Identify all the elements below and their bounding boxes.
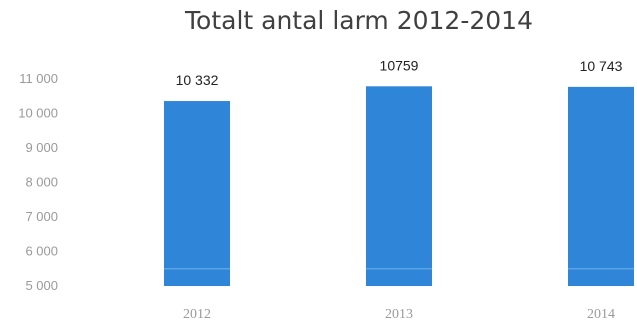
bar-2014 bbox=[568, 86, 634, 286]
bar-seam bbox=[366, 268, 432, 270]
x-tick-label-2012: 2012 bbox=[183, 307, 211, 322]
bar-2013 bbox=[366, 86, 432, 286]
bar-seam bbox=[568, 268, 634, 270]
y-tick-label: 8 000 bbox=[25, 175, 58, 190]
bar-2012 bbox=[164, 101, 230, 287]
x-tick-label-2014: 2014 bbox=[587, 307, 615, 322]
x-tick-label-2013: 2013 bbox=[385, 307, 413, 322]
chart-title: Totalt antal larm 2012-2014 bbox=[185, 6, 533, 35]
y-tick-label: 9 000 bbox=[25, 140, 58, 155]
data-label-2014: 10 743 bbox=[580, 58, 623, 74]
data-label-2012: 10 332 bbox=[176, 72, 219, 88]
y-tick-label: 7 000 bbox=[25, 209, 58, 224]
y-tick-label: 5 000 bbox=[25, 278, 58, 293]
bar-seam bbox=[164, 268, 230, 270]
data-label-2013: 10759 bbox=[380, 57, 419, 73]
y-tick-label: 11 000 bbox=[19, 71, 58, 86]
y-tick-label: 6 000 bbox=[25, 244, 58, 259]
y-tick-label: 10 000 bbox=[18, 106, 58, 121]
